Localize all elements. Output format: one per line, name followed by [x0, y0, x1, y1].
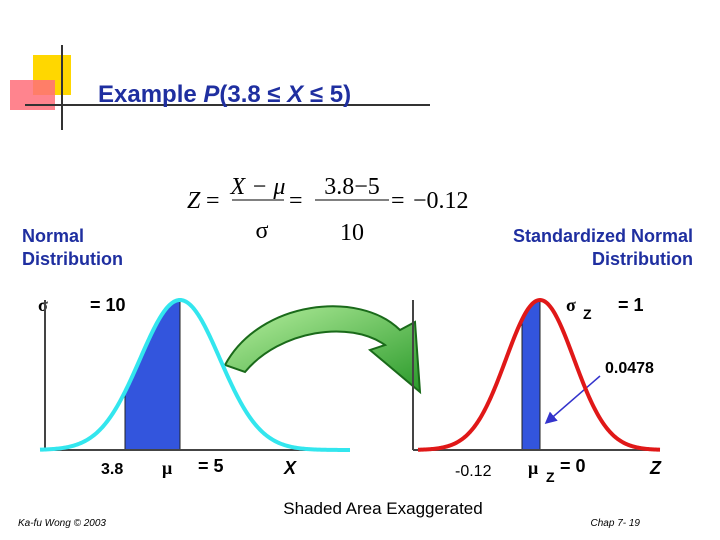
area-label: 0.0478 [605, 360, 654, 377]
formula-eq: = [206, 188, 220, 214]
labels: σ = 10 σ Z = 1 0.0478 3.8 μ = 5 X -0.12 … [38, 295, 662, 485]
sigma-value: = 1 [618, 295, 644, 315]
footer: Chap 7- 19 [591, 518, 641, 529]
curves [39, 297, 661, 452]
curve [39, 297, 351, 452]
pointer [544, 375, 601, 424]
title: Example P(3.8 ≤ X ≤ 5) [98, 81, 351, 108]
formula-lhs: Z [187, 188, 201, 214]
curve [417, 297, 661, 452]
heading: Distribution [592, 249, 693, 269]
heading: Standardized Normal [513, 226, 693, 246]
arrow [223, 305, 422, 395]
mu-sub: Z [546, 469, 555, 485]
heading: Normal [22, 226, 84, 246]
axis-label: Z [649, 458, 662, 478]
formula-eq: = [289, 188, 303, 214]
formula-num: 3.8−5 [324, 174, 380, 200]
mu-value: = 0 [560, 456, 586, 476]
sigma-sub: Z [583, 306, 592, 322]
x-label: -0.12 [455, 463, 492, 480]
formula-den: 10 [340, 220, 364, 246]
mu-value: = 5 [198, 456, 224, 476]
formula: Z = X − μ σ = 3.8−5 10 = −0.12 [187, 174, 469, 246]
heading: Distribution [22, 249, 123, 269]
formula-den: σ [256, 218, 269, 244]
footer: Ka-fu Wong © 2003 [18, 518, 106, 529]
caption: Shaded Area Exaggerated [283, 499, 482, 518]
shaded-area [521, 299, 541, 451]
formula-num: X − μ [230, 174, 286, 200]
sigma: σ [38, 295, 48, 315]
headings: Normal Distribution Standardized Normal … [22, 226, 693, 269]
formula-result: −0.12 [413, 188, 469, 214]
x-label: 3.8 [101, 461, 123, 478]
formula-eq: = [391, 188, 405, 214]
mu: μ [528, 458, 538, 478]
mu: μ [162, 458, 172, 478]
sigma-value: = 10 [90, 295, 126, 315]
axis-label: X [283, 458, 297, 478]
sigma: σ [566, 295, 576, 315]
